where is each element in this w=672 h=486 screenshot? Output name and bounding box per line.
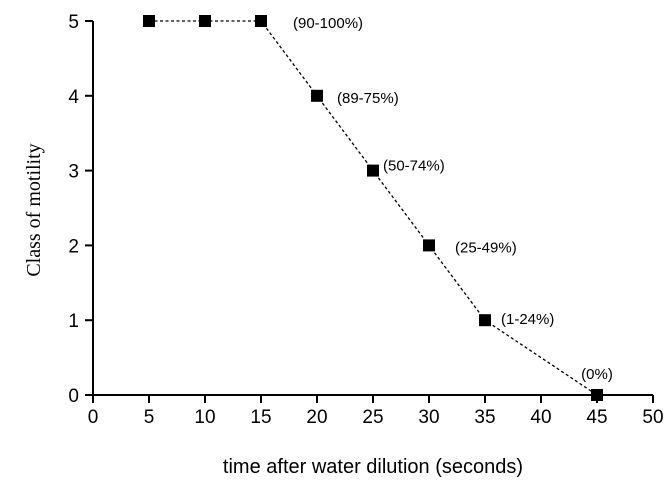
x-tick-label: 35	[474, 407, 495, 428]
data-point	[199, 15, 211, 27]
annotation-label: (0%)	[581, 366, 613, 383]
y-tick-label: 5	[68, 12, 79, 33]
y-axis-title: Class of motility	[23, 143, 45, 276]
series	[143, 15, 603, 401]
data-point	[423, 239, 435, 252]
annotation-label: (89-75%)	[337, 90, 399, 107]
x-tick-label: 20	[306, 407, 327, 428]
y-tick-label: 1	[68, 311, 79, 332]
data-point	[311, 89, 323, 102]
annotation-label: (90-100%)	[293, 15, 363, 32]
x-tick-label: 40	[530, 407, 551, 428]
x-tick-label: 15	[250, 407, 271, 428]
y-tick-label: 4	[68, 87, 79, 108]
data-point	[479, 314, 491, 327]
x-tick-label: 25	[362, 407, 383, 428]
y-tick-label: 3	[68, 162, 79, 183]
data-point	[591, 389, 603, 401]
annotation-label: (1-24%)	[501, 311, 554, 328]
x-axis-title: time after water dilution (seconds)	[223, 456, 523, 478]
annotations: (90-100%) (89-75%) (50-74%) (25-49%) (1-24%)…	[293, 15, 613, 383]
x-tick-label: 45	[586, 407, 607, 428]
x-tick-label: 10	[194, 407, 215, 428]
x-tick-label: 50	[642, 407, 663, 428]
y-tick-label: 2	[68, 236, 79, 257]
data-point	[367, 164, 379, 177]
x-tick-label: 30	[418, 407, 439, 428]
annotation-label: (25-49%)	[455, 239, 517, 256]
x-tick-label: 5	[144, 407, 155, 428]
y-tick-label: 0	[68, 386, 79, 407]
series-line	[149, 20, 598, 396]
data-point	[143, 15, 155, 27]
data-point	[255, 15, 267, 27]
annotation-label: (50-74%)	[383, 158, 445, 175]
x-tick-label: 0	[88, 407, 99, 428]
